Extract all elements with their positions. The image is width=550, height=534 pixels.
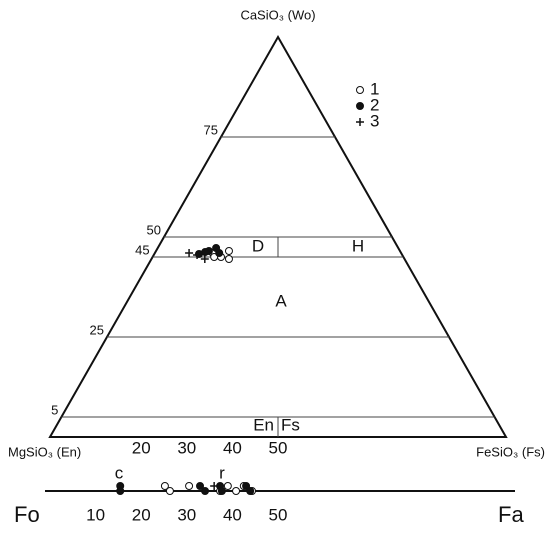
olivine-tick-label: 30 xyxy=(177,505,196,524)
wo-tick-label: 75 xyxy=(204,122,218,137)
fs-tick-label: 30 xyxy=(177,438,196,457)
point xyxy=(185,249,194,257)
annotation: r xyxy=(219,463,225,482)
olivine-tick-label: 50 xyxy=(269,505,288,524)
point xyxy=(356,102,364,110)
point xyxy=(210,482,219,490)
point xyxy=(201,248,210,256)
apex-label: CaSiO₃ (Wo) xyxy=(240,7,315,22)
wo-tick-label: 25 xyxy=(90,322,104,337)
fs-tick-label: 50 xyxy=(269,438,288,457)
wo-tick-label: 45 xyxy=(135,242,149,257)
point xyxy=(160,482,169,490)
point xyxy=(200,255,209,263)
olivine-tick-label: 40 xyxy=(223,505,242,524)
point xyxy=(185,482,194,490)
fs-tick-label: 40 xyxy=(223,438,242,457)
fs-tick-label: 20 xyxy=(132,438,151,457)
region-label: A xyxy=(275,291,287,310)
region-label: En xyxy=(253,415,274,434)
left-label: MgSiO₃ (En) xyxy=(8,444,81,459)
wo-tick-label: 5 xyxy=(51,402,58,417)
point xyxy=(223,482,232,490)
point xyxy=(196,482,205,490)
olivine-tick-label: 20 xyxy=(132,505,151,524)
legend-label: 2 xyxy=(370,95,379,114)
region-label: H xyxy=(352,236,364,255)
point xyxy=(224,255,233,263)
olivine-tick-label: 10 xyxy=(86,505,105,524)
point xyxy=(165,487,174,495)
annotation: c xyxy=(115,463,124,482)
point xyxy=(224,247,233,255)
legend-label: 1 xyxy=(370,79,379,98)
right-label: FeSiO₃ (Fs) xyxy=(476,444,545,459)
wo-tick-label: 50 xyxy=(147,222,161,237)
point xyxy=(356,118,364,126)
point xyxy=(232,487,241,495)
olivine-start: Fo xyxy=(14,502,40,527)
region-label: Fs xyxy=(281,415,300,434)
point xyxy=(217,487,226,495)
point xyxy=(242,482,251,490)
point xyxy=(193,251,202,259)
point xyxy=(116,487,125,495)
point xyxy=(356,86,364,94)
legend-label: 3 xyxy=(370,111,379,130)
olivine-end: Fa xyxy=(498,502,524,527)
point xyxy=(246,487,255,495)
point xyxy=(215,249,224,257)
region-label: D xyxy=(252,236,264,255)
point xyxy=(201,487,210,495)
